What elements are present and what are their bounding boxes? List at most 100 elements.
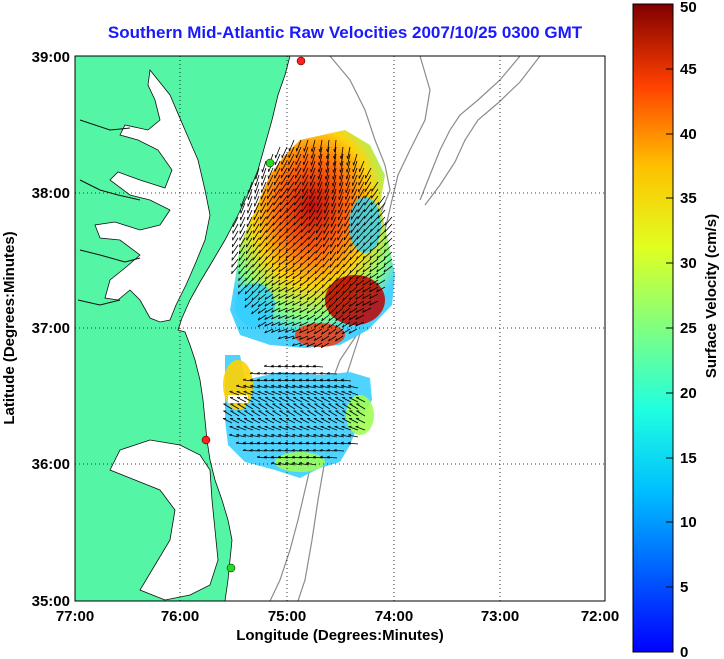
colorbar-tick-label: 0 <box>680 644 688 659</box>
velocity-vector <box>245 272 253 281</box>
velocity-vector-head <box>321 284 324 288</box>
velocity-vector-head <box>328 297 331 302</box>
velocity-vector <box>250 391 261 396</box>
velocity-vector-head <box>305 455 309 458</box>
velocity-vector <box>292 300 302 306</box>
velocity-vector <box>257 397 268 403</box>
velocity-vector <box>240 195 246 207</box>
velocity-vector <box>349 258 358 267</box>
velocity-vector <box>376 272 386 279</box>
velocity-vector-head <box>277 441 281 444</box>
velocity-vector <box>271 456 282 459</box>
velocity-vector-head <box>271 296 274 300</box>
velocity-vector <box>258 286 267 294</box>
velocity-vector <box>294 202 302 213</box>
velocity-vector <box>252 265 260 274</box>
velocity-vector <box>364 202 372 213</box>
velocity-vector-head <box>277 364 281 367</box>
velocity-vector-head <box>336 277 338 281</box>
velocity-vector <box>285 456 296 459</box>
velocity-vector-head <box>293 215 296 219</box>
colorbar-tick-label: 10 <box>680 514 697 531</box>
velocity-vector <box>329 279 337 288</box>
velocity-vector <box>313 391 324 396</box>
velocity-vector <box>326 146 330 159</box>
velocity-vector-head <box>356 263 358 267</box>
velocity-vector <box>298 365 310 368</box>
velocity-vector-head <box>242 448 246 451</box>
velocity-vector <box>349 265 358 274</box>
velocity-vector <box>254 195 260 207</box>
velocity-vector-head <box>336 270 338 275</box>
velocity-vector <box>355 418 366 424</box>
velocity-vector-head <box>250 433 254 436</box>
velocity-vector <box>342 272 351 281</box>
velocity-vector-head <box>249 441 253 444</box>
velocity-vector-head <box>335 304 338 308</box>
velocity-vector-head <box>258 283 261 287</box>
velocity-vector <box>295 167 302 179</box>
velocity-vector <box>344 216 351 227</box>
velocity-vector <box>252 258 260 268</box>
velocity-vector <box>326 373 338 375</box>
velocity-vector-head <box>331 183 334 187</box>
velocity-vector <box>305 365 317 368</box>
velocity-vector-head <box>310 148 313 152</box>
velocity-vector <box>357 209 365 220</box>
velocity-vector <box>307 279 316 287</box>
velocity-vector <box>309 181 316 193</box>
velocity-vector <box>307 293 316 301</box>
velocity-vector-head <box>313 331 317 335</box>
velocity-vector <box>264 328 274 334</box>
velocity-vector-head <box>256 371 260 374</box>
velocity-vector <box>251 286 260 295</box>
velocity-vector <box>318 167 323 180</box>
velocity-vector-head <box>308 243 310 247</box>
velocity-vector <box>271 300 281 307</box>
velocity-vector <box>293 230 302 239</box>
velocity-vector <box>320 418 331 424</box>
velocity-vector <box>287 174 295 185</box>
y-tick-label: 38:00 <box>32 185 70 202</box>
velocity-vector-head <box>345 182 347 186</box>
velocity-vector <box>250 426 261 431</box>
velocity-vector-head <box>319 441 323 444</box>
velocity-vector <box>335 300 344 308</box>
velocity-vector-head <box>285 248 288 252</box>
velocity-vector-head <box>332 155 335 159</box>
velocity-vector-head <box>285 242 288 246</box>
velocity-vector <box>237 410 247 417</box>
velocity-vector-head <box>306 290 309 294</box>
velocity-vector <box>272 209 281 219</box>
velocity-vector-head <box>318 148 321 152</box>
velocity-vector-head <box>270 371 274 374</box>
velocity-vector-head <box>270 378 274 381</box>
velocity-vector <box>306 307 316 314</box>
velocity-vector <box>327 385 338 389</box>
colorbar-tick-label: 15 <box>680 450 697 467</box>
velocity-vector <box>349 410 359 417</box>
velocity-vector <box>342 410 352 417</box>
velocity-vector <box>369 293 379 300</box>
velocity-vector-head <box>306 310 309 314</box>
velocity-vector-head <box>348 297 351 301</box>
velocity-vector-head <box>306 297 309 301</box>
velocity-vector <box>321 321 330 328</box>
velocity-vector-head <box>312 448 316 451</box>
velocity-vector <box>314 293 323 301</box>
velocity-vector-head <box>369 262 372 266</box>
velocity-vector <box>314 272 323 281</box>
velocity-vector <box>364 188 372 199</box>
velocity-vector <box>345 181 351 193</box>
velocity-vector <box>351 202 358 213</box>
velocity-vector <box>376 251 386 259</box>
velocity-vector <box>264 379 275 382</box>
velocity-vector <box>363 223 372 233</box>
velocity-vector <box>265 272 274 280</box>
velocity-vector <box>243 397 254 403</box>
velocity-vector-head <box>263 455 267 458</box>
velocity-vector <box>308 223 316 234</box>
velocity-vector-head <box>300 236 303 240</box>
velocity-vector <box>301 195 309 206</box>
velocity-vector <box>236 426 247 431</box>
